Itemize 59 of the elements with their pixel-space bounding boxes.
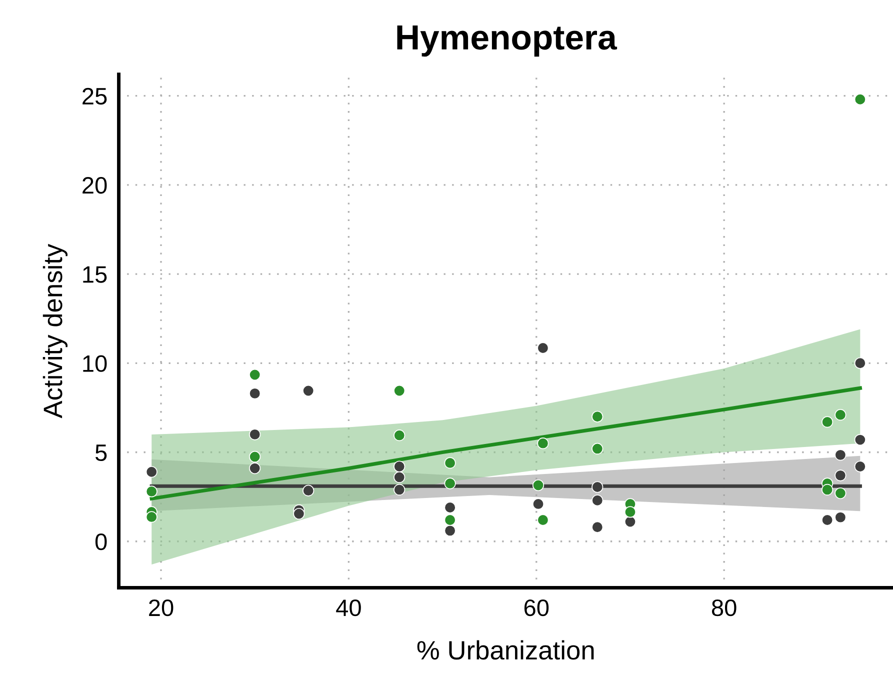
point (592, 410, 604, 422)
point (834, 512, 846, 524)
point (822, 484, 834, 496)
point (624, 516, 636, 528)
point (834, 409, 846, 421)
point (592, 481, 604, 493)
x-tick-label: 60 (524, 599, 549, 616)
point (537, 514, 549, 526)
point (146, 486, 158, 498)
y-tick-label: 25 (82, 88, 107, 105)
point (249, 462, 261, 474)
point (822, 514, 834, 526)
point (532, 498, 544, 510)
point (444, 478, 456, 490)
point (444, 457, 456, 469)
x-tick-label: 40 (336, 599, 361, 616)
y-tick-label: 10 (83, 355, 107, 372)
point (249, 368, 261, 381)
point (444, 502, 456, 514)
point (394, 471, 406, 484)
point (146, 511, 158, 523)
point (394, 384, 406, 397)
point (834, 470, 846, 482)
y-axis-title: Activity density (42, 244, 68, 418)
point (249, 428, 261, 440)
point (293, 508, 305, 520)
point (592, 494, 604, 506)
y-tick-label: 15 (83, 266, 107, 283)
point (394, 460, 406, 472)
point (854, 434, 866, 446)
x-axis-title: % Urbanization (417, 640, 594, 660)
point (834, 449, 846, 461)
y-tick-label: 20 (82, 176, 107, 194)
point (834, 487, 846, 500)
point (624, 506, 636, 518)
y-tick-label: 5 (95, 444, 107, 462)
point (592, 442, 604, 454)
point (146, 466, 158, 478)
point (537, 438, 549, 450)
point (854, 94, 866, 106)
point (537, 342, 549, 354)
point (302, 384, 314, 397)
point (444, 514, 456, 526)
point (854, 357, 866, 369)
point (532, 479, 544, 492)
point (302, 484, 314, 496)
point (854, 460, 866, 472)
point (822, 416, 834, 428)
point (592, 521, 604, 533)
line-series (150, 386, 862, 500)
y-tick-label: 0 (95, 533, 107, 550)
x-tick-label: 20 (149, 599, 174, 616)
chart-title: Hymenoptera (397, 26, 618, 57)
point (249, 450, 261, 463)
point (444, 524, 456, 536)
point (394, 484, 406, 496)
x-tick-label: 80 (712, 599, 736, 616)
point (394, 430, 406, 442)
point (249, 388, 261, 400)
